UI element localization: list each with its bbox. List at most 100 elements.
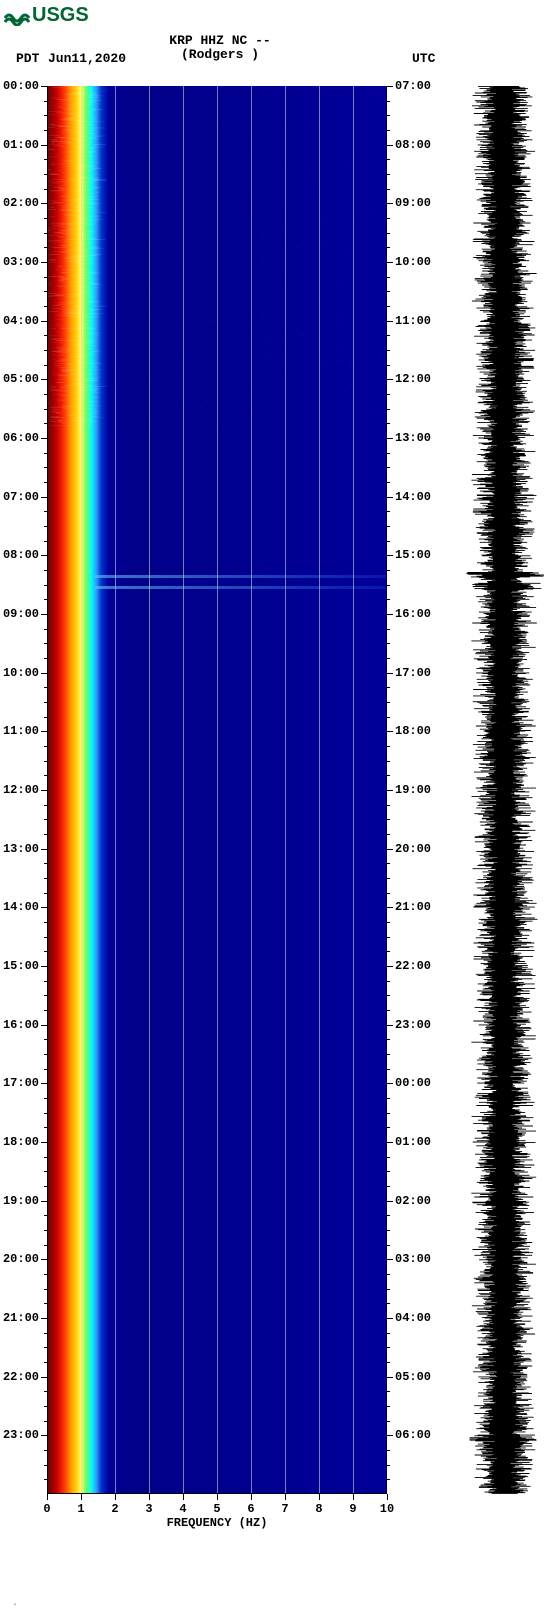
left-time-label: 14:00 [3, 900, 39, 914]
right-minor-tick [387, 643, 390, 644]
right-time-label: 15:00 [395, 548, 431, 562]
left-minor-tick [44, 189, 47, 190]
right-minor-tick [387, 1215, 390, 1216]
right-time-label: 03:00 [395, 1252, 431, 1266]
right-minor-tick [387, 233, 390, 234]
left-tick [41, 849, 47, 850]
right-minor-tick [387, 761, 390, 762]
left-time-label: 20:00 [3, 1252, 39, 1266]
left-minor-tick [44, 1127, 47, 1128]
right-tick [387, 673, 393, 674]
right-minor-tick [387, 453, 390, 454]
right-minor-tick [387, 541, 390, 542]
left-tick [41, 731, 47, 732]
right-tick [387, 1435, 393, 1436]
right-tick [387, 86, 393, 87]
right-time-label: 20:00 [395, 842, 431, 856]
right-minor-tick [387, 585, 390, 586]
right-time-label: 12:00 [395, 372, 431, 386]
right-minor-tick [387, 1421, 390, 1422]
x-tick-label: 7 [281, 1502, 288, 1516]
left-minor-tick [44, 951, 47, 952]
right-minor-tick [387, 1274, 390, 1275]
left-minor-tick [44, 1215, 47, 1216]
left-tick [41, 1377, 47, 1378]
right-minor-tick [387, 291, 390, 292]
spectral-event [95, 586, 387, 589]
right-minor-tick [387, 878, 390, 879]
left-time-label: 17:00 [3, 1076, 39, 1090]
left-time-label: 05:00 [3, 372, 39, 386]
left-minor-tick [44, 101, 47, 102]
left-minor-tick [44, 365, 47, 366]
right-tick [387, 203, 393, 204]
right-tick [387, 731, 393, 732]
right-minor-tick [387, 937, 390, 938]
left-minor-tick [44, 981, 47, 982]
right-minor-tick [387, 1113, 390, 1114]
right-time-label: 04:00 [395, 1311, 431, 1325]
date-label: Jun11,2020 [48, 51, 126, 66]
left-minor-tick [44, 629, 47, 630]
right-minor-tick [387, 423, 390, 424]
left-time-label: 12:00 [3, 783, 39, 797]
left-tick [41, 555, 47, 556]
right-minor-tick [387, 511, 390, 512]
left-minor-tick [44, 599, 47, 600]
left-minor-tick [44, 1362, 47, 1363]
right-time-label: 14:00 [395, 490, 431, 504]
left-tick [41, 262, 47, 263]
left-tick [41, 1142, 47, 1143]
left-minor-tick [44, 1303, 47, 1304]
left-minor-tick [44, 922, 47, 923]
left-time-label: 21:00 [3, 1311, 39, 1325]
x-tick-label: 2 [111, 1502, 118, 1516]
left-minor-tick [44, 1274, 47, 1275]
left-time-label: 00:00 [3, 79, 39, 93]
right-minor-tick [387, 306, 390, 307]
left-minor-tick [44, 511, 47, 512]
right-time-label: 21:00 [395, 900, 431, 914]
left-time-label: 23:00 [3, 1428, 39, 1442]
right-minor-tick [387, 1406, 390, 1407]
right-minor-tick [387, 1230, 390, 1231]
gridline [251, 86, 252, 1494]
right-tick [387, 1201, 393, 1202]
right-minor-tick [387, 277, 390, 278]
right-time-label: 08:00 [395, 138, 431, 152]
left-minor-tick [44, 394, 47, 395]
right-tick [387, 145, 393, 146]
left-minor-tick [44, 159, 47, 160]
left-minor-tick [44, 643, 47, 644]
x-tick-label: 10 [380, 1502, 394, 1516]
left-minor-tick [44, 1347, 47, 1348]
right-minor-tick [387, 350, 390, 351]
right-minor-tick [387, 1465, 390, 1466]
left-minor-tick [44, 702, 47, 703]
x-tick [183, 1494, 184, 1500]
gridline [149, 86, 150, 1494]
left-minor-tick [44, 423, 47, 424]
right-time-label: 01:00 [395, 1135, 431, 1149]
spectrogram-canvas [47, 86, 387, 1494]
right-time-label: 22:00 [395, 959, 431, 973]
right-minor-tick [387, 1010, 390, 1011]
left-minor-tick [44, 1113, 47, 1114]
x-tick [217, 1494, 218, 1500]
right-time-label: 05:00 [395, 1370, 431, 1384]
left-tick [41, 1435, 47, 1436]
right-minor-tick [387, 1347, 390, 1348]
left-minor-tick [44, 409, 47, 410]
left-minor-tick [44, 277, 47, 278]
right-minor-tick [387, 1333, 390, 1334]
right-minor-tick [387, 951, 390, 952]
right-minor-tick [387, 893, 390, 894]
x-tick [47, 1494, 48, 1500]
x-tick-label: 0 [43, 1502, 50, 1516]
right-minor-tick [387, 687, 390, 688]
right-minor-tick [387, 1391, 390, 1392]
left-minor-tick [44, 482, 47, 483]
gridline [183, 86, 184, 1494]
x-tick [251, 1494, 252, 1500]
left-tick [41, 1025, 47, 1026]
